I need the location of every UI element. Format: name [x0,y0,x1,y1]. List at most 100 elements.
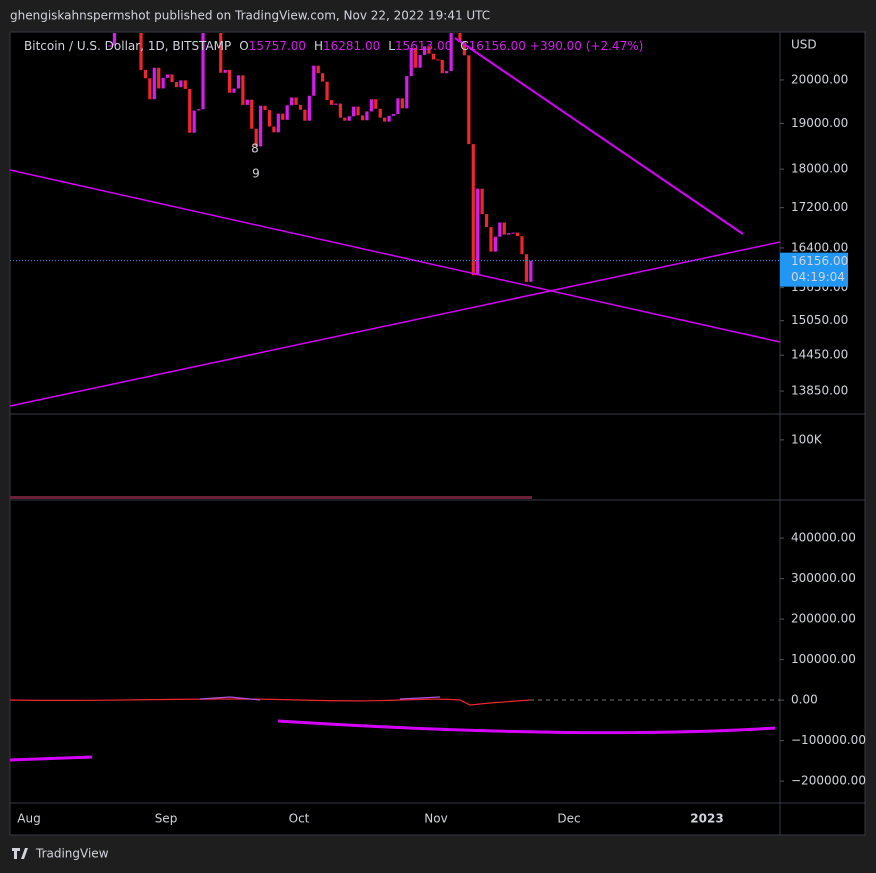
candle [152,67,156,100]
candle [356,106,360,116]
candle [493,236,498,252]
y-tick-label: −100000.00 [791,733,866,747]
annotation: 8 [251,142,259,156]
oscillator-curve [277,719,776,735]
candle [409,47,413,77]
candle [484,214,489,228]
candle [188,88,192,133]
candle [161,77,165,89]
legend-text: Bitcoin / U.S. Dollar, 1D, BITSTAMP O1575… [24,39,643,53]
candle [219,33,223,73]
trendline [9,241,781,407]
candle [165,74,170,78]
candle [449,33,453,72]
candle [445,71,449,74]
y-tick-label: 200000.00 [791,612,856,626]
legend-item: L [388,39,395,53]
candle [139,33,143,70]
candle [290,97,294,106]
candle [179,80,183,88]
candle [511,232,515,234]
last-price-box [780,252,848,287]
candle [298,104,303,110]
x-tick-label: Sep [155,812,178,826]
candle [524,254,529,282]
candle [174,82,179,88]
y-tick-label: 17200.00 [791,200,848,214]
countdown: 04:19:04 [791,270,845,284]
candle [267,110,272,127]
candle [387,115,391,122]
candle [294,97,298,105]
y-tick-label: 100K [791,432,823,446]
candle [391,114,396,116]
trendlines [9,37,781,407]
candle [112,33,117,46]
candle [316,65,320,74]
y-tick-label: 400000.00 [791,531,856,545]
candle [396,98,400,115]
candle [272,126,276,133]
candle [458,33,462,43]
last-price-label: 16156.00 [791,254,848,268]
y-tick-label: 0.00 [791,693,818,707]
y-tick-label: −200000.00 [791,774,866,788]
y-tick-label: 100000.00 [791,652,856,666]
volume-strip [10,496,532,499]
legend-item: 16281.00 [323,39,380,53]
oscillator-line [199,696,441,701]
logo-icon [12,848,28,859]
candle [325,81,329,101]
y-tick-label: 18000.00 [791,162,848,176]
y-tick-label: 13850.00 [791,384,848,398]
candle [259,105,263,147]
candle [365,111,369,121]
chart-frame [9,31,866,836]
candle [334,103,338,105]
candle [245,99,249,105]
candle [529,260,533,282]
legend-item: O [239,39,248,53]
candle [347,116,351,121]
candle [254,128,258,147]
currency: USD [791,38,817,52]
candle [321,73,325,82]
candle [352,106,356,117]
candle [343,117,347,121]
candle [148,78,152,100]
candle [369,99,373,112]
legend-item: 16156.00 [469,39,526,53]
oscillator-curve [9,755,93,762]
candle [471,144,475,276]
footer-logo: TradingView [35,847,109,861]
y-tick-label: 15050.00 [791,313,848,327]
candle [108,45,112,47]
candle [360,115,365,121]
trendline [454,37,744,235]
legend-item: 15757.00 [249,39,306,53]
candle [285,105,289,120]
candle [281,113,285,120]
candle [303,109,307,121]
x-tick-label: Dec [557,812,580,826]
x-tick-label: Oct [289,812,310,826]
candle [476,188,480,276]
candle [378,108,382,118]
candle [480,188,484,215]
y-tick-label: 300000.00 [791,571,856,585]
candle [374,99,378,109]
annotation: 9 [252,167,260,181]
y-tick-label: 14450.00 [791,348,848,362]
candle [436,59,440,61]
candle [414,47,418,68]
candle [232,88,236,93]
candle [197,109,201,111]
candle [192,110,196,133]
candle [250,99,254,129]
candle [241,75,245,105]
candle [520,236,524,255]
candle [502,222,506,235]
candle [418,54,422,68]
legend-item: 15613.00 [395,39,452,53]
